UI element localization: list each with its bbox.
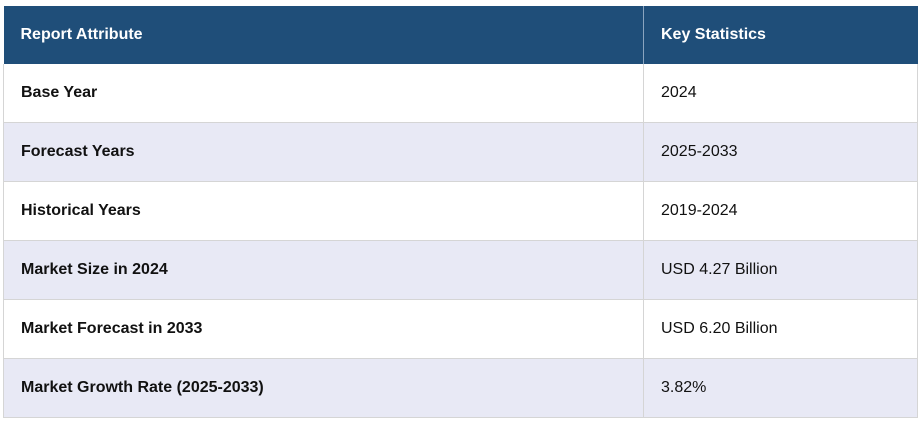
report-statistics-table: Report Attribute Key Statistics Base Yea… bbox=[3, 6, 918, 418]
table-row: Historical Years 2019-2024 bbox=[3, 181, 918, 241]
table-row: Market Size in 2024 USD 4.27 Billion bbox=[3, 240, 918, 300]
row-value: 2024 bbox=[643, 64, 918, 123]
row-value: USD 4.27 Billion bbox=[643, 240, 918, 300]
row-attribute: Market Growth Rate (2025-2033) bbox=[3, 358, 644, 418]
table-row: Market Growth Rate (2025-2033) 3.82% bbox=[3, 358, 918, 418]
row-attribute: Market Forecast in 2033 bbox=[3, 299, 644, 359]
row-attribute: Historical Years bbox=[3, 181, 644, 241]
row-value: 2025-2033 bbox=[643, 122, 918, 182]
row-value: 3.82% bbox=[643, 358, 918, 418]
row-value: USD 6.20 Billion bbox=[643, 299, 918, 359]
table-row: Base Year 2024 bbox=[3, 64, 918, 123]
table-row: Market Forecast in 2033 USD 6.20 Billion bbox=[3, 299, 918, 359]
table-row: Forecast Years 2025-2033 bbox=[3, 122, 918, 182]
header-key-statistics: Key Statistics bbox=[643, 6, 918, 64]
row-value: 2019-2024 bbox=[643, 181, 918, 241]
row-attribute: Market Size in 2024 bbox=[3, 240, 644, 300]
row-attribute: Forecast Years bbox=[3, 122, 644, 182]
row-attribute: Base Year bbox=[3, 64, 644, 123]
table-header-row: Report Attribute Key Statistics bbox=[3, 6, 918, 64]
header-report-attribute: Report Attribute bbox=[3, 6, 644, 64]
